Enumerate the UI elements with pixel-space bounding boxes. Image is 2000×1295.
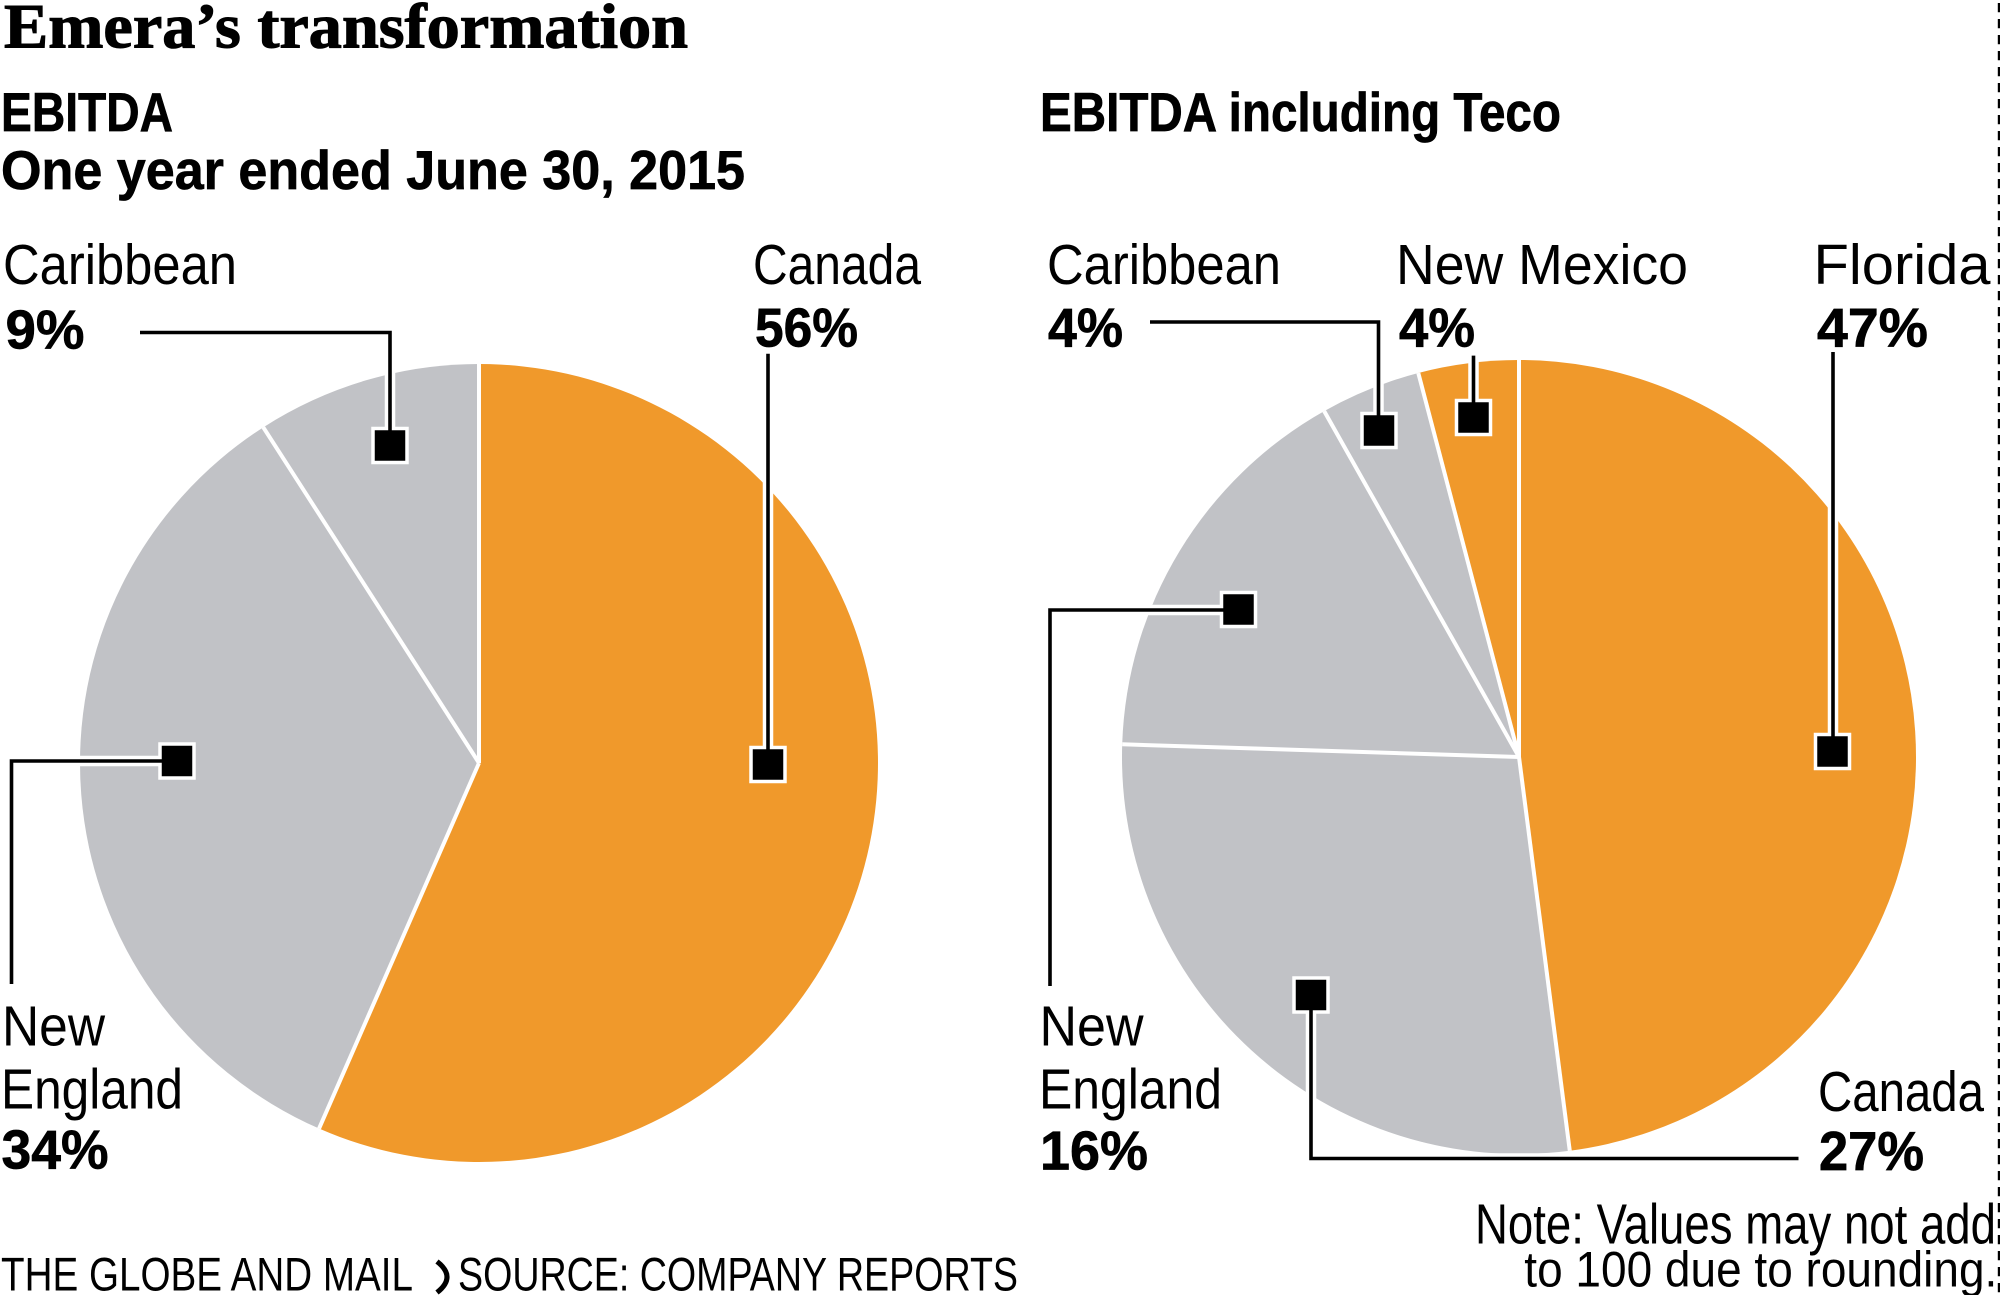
svg-text:16%: 16% [1040,1120,1148,1182]
svg-text:Note: Values may not add: Note: Values may not add [1475,1193,1996,1257]
svg-text:New Mexico: New Mexico [1396,233,1688,297]
svg-text:EBITDA including Teco: EBITDA including Teco [1040,81,1561,143]
svg-text:27%: 27% [1819,1120,1924,1182]
svg-text:THE GLOBE AND MAIL: THE GLOBE AND MAIL [1,1249,413,1295]
svg-text:34%: 34% [2,1119,109,1181]
svg-text:Emera’s transformation: Emera’s transformation [4,0,688,62]
svg-text:4%: 4% [1399,297,1475,359]
svg-text:47%: 47% [1817,297,1928,359]
svg-text:Caribbean: Caribbean [1047,233,1281,297]
svg-text:Florida: Florida [1814,233,1991,297]
svg-text:New: New [1040,995,1145,1059]
svg-text:9%: 9% [6,299,85,361]
svg-text:56%: 56% [755,297,858,359]
svg-text:to 100 due to rounding.: to 100 due to rounding. [1524,1242,1997,1295]
svg-text:England: England [1039,1058,1222,1122]
svg-text:Canada: Canada [753,233,921,297]
svg-text:SOURCE: COMPANY REPORTS: SOURCE: COMPANY REPORTS [458,1249,1018,1295]
svg-text:Caribbean: Caribbean [3,233,237,297]
svg-text:New: New [2,995,106,1059]
svg-text:Canada: Canada [1818,1060,1984,1124]
svg-text:England: England [1,1058,183,1122]
svg-text:EBITDA: EBITDA [1,81,173,143]
svg-text:One year ended June 30, 2015: One year ended June 30, 2015 [1,139,745,201]
svg-text:4%: 4% [1048,297,1123,359]
